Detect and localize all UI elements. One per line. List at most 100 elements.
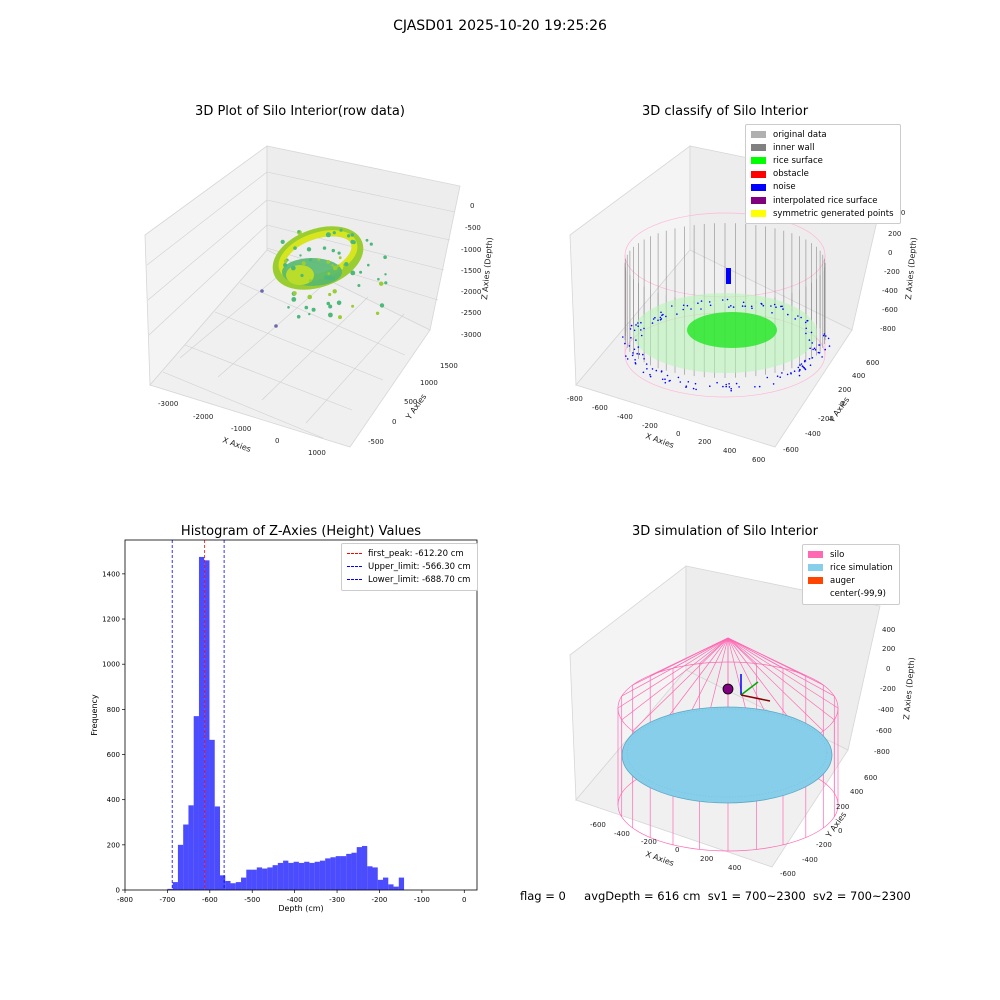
classify-noise-point (642, 353, 644, 356)
simulation-panel-title: 3D simulation of Silo Interior (632, 524, 818, 539)
classify-noise-point (811, 342, 813, 344)
histogram-bar (372, 867, 378, 890)
classify-noise-point (804, 321, 807, 324)
classify-noise-point (766, 376, 769, 379)
classify-noise-point (660, 371, 663, 373)
classify-noise-point (664, 381, 667, 384)
svg-text:400: 400 (728, 864, 741, 872)
raw-point (292, 291, 297, 296)
classify-noise-point (800, 316, 802, 319)
histogram-x-tick-label: -800 (117, 896, 133, 904)
svg-text:600: 600 (752, 456, 765, 464)
histogram-bar (309, 862, 315, 890)
svg-text:0: 0 (838, 827, 842, 835)
histogram-bar (230, 883, 236, 890)
svg-text:400: 400 (723, 447, 736, 455)
histogram-chart: -800 -700 -600 -500 -400 -300 -200 -100 0 0 200 40… (90, 539, 478, 913)
raw-z-label: Z Axies (Depth) (480, 237, 494, 300)
classify-noise-point (728, 306, 730, 308)
classify-noise-point (652, 318, 655, 320)
histogram-bar (346, 853, 352, 890)
classify-noise-point (677, 376, 680, 379)
histogram-bar (256, 867, 263, 890)
classify-noise-point (751, 307, 753, 310)
raw-point (344, 262, 349, 267)
histogram-bar (367, 866, 373, 890)
svg-text:-400: -400 (617, 413, 633, 421)
classify-noise-point (659, 316, 662, 319)
classify-noise-point (687, 381, 690, 383)
raw-point (357, 284, 361, 287)
histogram-bar (377, 879, 384, 890)
classify-noise-point (811, 357, 814, 359)
classify-noise-point (659, 319, 662, 321)
histogram-bar (198, 556, 205, 890)
classify-noise-point (809, 347, 811, 350)
raw-point (350, 270, 356, 276)
svg-text:200: 200 (698, 438, 711, 446)
histogram-bar (167, 888, 173, 890)
classify-noise-point (645, 363, 648, 365)
classify-legend-label: noise (773, 182, 796, 193)
figure-suptitle: CJASD01 2025-10-20 19:25:26 (393, 18, 607, 34)
classify-noise-point (799, 369, 801, 371)
raw-point (326, 301, 331, 306)
classify-noise-point (651, 322, 654, 324)
classify-noise-point (634, 363, 637, 365)
classify-noise-point (728, 383, 730, 385)
svg-text:-800: -800 (874, 748, 890, 756)
silo-roof-line (699, 637, 729, 664)
classify-noise-point (806, 319, 809, 322)
classify-noise-point (804, 368, 807, 371)
histogram-bar (298, 862, 305, 890)
svg-text:-2000: -2000 (193, 413, 213, 421)
classify-noise-point (642, 371, 645, 374)
histogram-legend: first_peak: -612.20 cm Upper_limit: -566.… (341, 543, 478, 591)
classify-noise-point (793, 370, 796, 373)
raw-point (317, 258, 321, 261)
svg-text:-200: -200 (818, 415, 834, 423)
classify-noise-point (686, 304, 689, 307)
svg-text:-200: -200 (642, 422, 658, 430)
histogram-legend-label: first_peak: -612.20 cm (368, 548, 464, 559)
classify-noise-point (758, 385, 761, 388)
classify-noise-point (797, 315, 799, 317)
classify-noise-point (812, 348, 814, 351)
svg-text:400: 400 (852, 372, 865, 380)
classify-noise-point (632, 352, 634, 354)
histogram-x-tick-label: -100 (414, 896, 430, 904)
raw-point (274, 324, 278, 328)
simulation-legend-item: auger (808, 574, 893, 587)
classify-noise-point (805, 332, 807, 335)
classify-noise-point (622, 336, 624, 338)
classify-noise-point (655, 369, 658, 372)
simulation-rice-surface (621, 706, 833, 804)
classify-noise-point (722, 385, 724, 388)
histogram-y-tick-label: 800 (107, 706, 120, 714)
raw-point (324, 275, 329, 280)
svg-text:0: 0 (675, 846, 679, 854)
classify-panel-title: 3D classify of Silo Interior (641, 104, 809, 119)
svg-text:-600: -600 (882, 306, 898, 314)
histogram-bar (183, 824, 189, 890)
raw-point (336, 264, 340, 268)
histogram-bar (398, 877, 405, 890)
simulation-legend-swatch (808, 577, 823, 585)
svg-text:400: 400 (882, 626, 895, 634)
raw-point (367, 263, 370, 267)
histogram-y-tick-label: 1200 (102, 616, 120, 624)
classify-noise-point (662, 313, 664, 316)
raw-scatter-points (260, 228, 388, 328)
classify-legend-item: noise (751, 181, 894, 194)
histogram-y-tick-label: 1400 (102, 570, 120, 578)
classify-noise-point (716, 381, 718, 384)
histogram-x-ticks: -800 -700 -600 -500 -400 -300 -200 -100 0 (117, 890, 467, 904)
raw-y-label: Y Axies (404, 392, 429, 422)
histogram-x-tick-label: -400 (287, 896, 303, 904)
classify-noise-point (779, 376, 781, 379)
classify-noise-point (649, 375, 652, 378)
classify-legend-swatch (751, 157, 766, 165)
classify-noise-point (697, 302, 699, 305)
histogram-bar (293, 861, 299, 890)
raw-point (338, 315, 342, 320)
